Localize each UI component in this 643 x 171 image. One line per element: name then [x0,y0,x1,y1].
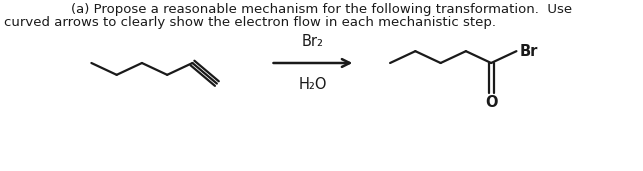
Text: Br: Br [520,44,538,59]
Text: H₂O: H₂O [299,77,327,92]
Text: O: O [485,95,498,110]
Text: Br₂: Br₂ [302,34,324,49]
Text: curved arrows to clearly show the electron flow in each mechanistic step.: curved arrows to clearly show the electr… [4,16,496,29]
Text: (a) Propose a reasonable mechanism for the following transformation.  Use: (a) Propose a reasonable mechanism for t… [71,3,572,16]
